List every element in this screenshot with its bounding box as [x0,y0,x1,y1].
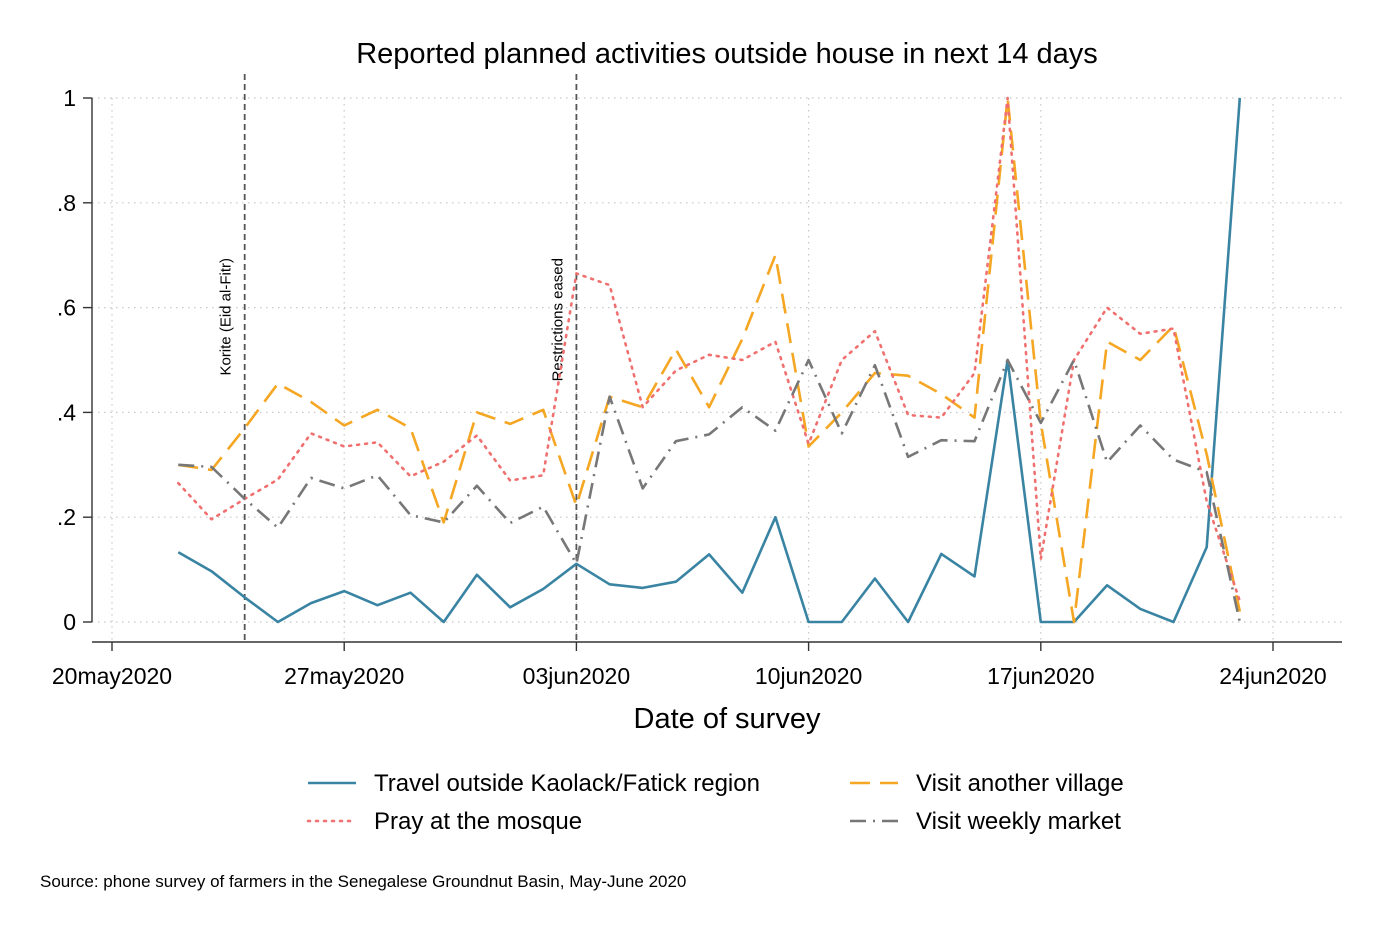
y-tick-label: .4 [57,399,76,425]
x-tick-label: 10jun2020 [755,663,862,689]
legend-label: Visit weekly market [916,808,1121,835]
annotation-lines: Korite (Eid al-Fitr) Restrictions eased [218,74,578,642]
legend-label: Pray at the mosque [374,808,582,835]
axes: 0 .2 .4 .6 .8 1 20may2020 27may2020 03jun2020 10j… [52,85,1342,689]
x-tick-label: 03jun2020 [523,663,630,689]
y-tick-label: 1 [63,85,76,111]
x-tick-label: 17jun2020 [987,663,1094,689]
legend-item-1: Travel outside Kaolack/Fatick region [308,770,760,797]
y-tick-label: .8 [57,190,76,216]
legend-label: Travel outside Kaolack/Fatick region [374,770,760,797]
series-line-3 [177,96,1242,603]
y-tick-label: .6 [57,295,76,321]
series-line-1 [177,97,1242,624]
series-layer [177,96,1242,624]
x-axis-title: Date of survey [634,703,821,735]
x-tick-label: 27may2020 [284,663,404,689]
x-tick-label: 24jun2020 [1219,663,1326,689]
y-tick-label: 0 [63,609,76,635]
annotation-label: Restrictions eased [549,258,566,381]
legend-item-2: Visit another village [850,770,1124,797]
chart-title: Reported planned activities outside hous… [356,38,1098,70]
series-line-2 [178,96,1242,624]
grid-lines [92,97,1342,642]
legend-item-4: Visit weekly market [850,808,1121,835]
legend: Travel outside Kaolack/Fatick region Visi… [306,770,1124,835]
annotation-label: Korite (Eid al-Fitr) [218,258,235,376]
legend-item-3: Pray at the mosque [306,808,582,835]
y-tick-label: .2 [57,504,76,530]
legend-label: Visit another village [916,770,1124,797]
source-note: Source: phone survey of farmers in the S… [40,872,687,891]
series-line-4 [178,358,1242,623]
x-tick-label: 20may2020 [52,663,172,689]
